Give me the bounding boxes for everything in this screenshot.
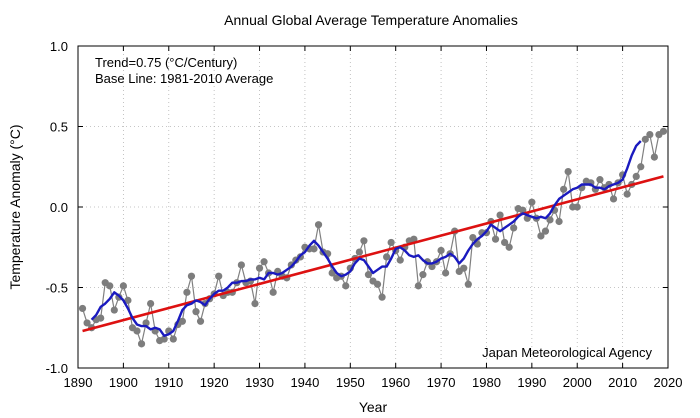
annual-anomaly-point	[505, 243, 513, 251]
annual-anomaly-point	[510, 224, 518, 232]
annual-anomaly-point	[133, 327, 141, 335]
annual-anomaly-point	[169, 335, 177, 343]
annual-anomaly-point	[442, 269, 450, 277]
annual-anomaly-point	[437, 246, 445, 255]
annual-anomaly-point	[124, 296, 132, 304]
annual-anomaly-point	[596, 176, 604, 184]
annual-anomaly-point	[387, 238, 395, 247]
annual-anomaly-point	[187, 272, 196, 280]
annual-anomaly-point	[564, 167, 572, 176]
annual-anomaly-point	[537, 232, 545, 240]
y-axis-label: Temperature Anomaly (°C)	[7, 124, 23, 289]
annual-anomaly-point	[541, 227, 550, 235]
annual-anomaly-point	[251, 300, 259, 308]
annual-anomaly-point	[496, 211, 504, 219]
annual-anomaly-point	[460, 264, 468, 272]
trend-line	[82, 175, 664, 333]
annual-anomaly-point	[160, 335, 168, 343]
annual-anomaly-point	[555, 217, 563, 226]
x-tick-label: 1950	[336, 375, 365, 390]
annual-anomaly-point	[491, 235, 500, 243]
running-mean-series	[90, 140, 642, 337]
annual-anomaly-point	[396, 256, 404, 264]
annual-anomaly-point	[546, 216, 554, 224]
annual-anomaly-point	[378, 293, 386, 301]
chart-title: Annual Global Average Temperature Anomal…	[224, 12, 518, 28]
x-tick-labels: 1890 1900 1910 1920 1930 1940 1950 1960 1970 1980…	[64, 375, 683, 390]
x-tick-label: 1900	[109, 375, 138, 390]
x-tick-label: 1920	[200, 375, 229, 390]
trend-line-series	[82, 175, 664, 333]
annual-anomaly-point	[646, 130, 654, 139]
annual-anomaly-point	[215, 272, 223, 280]
annual-anomaly-point	[623, 190, 631, 198]
annual-anomaly-point	[255, 264, 264, 272]
y-tick-labels: -1.0 -0.5 0.0 0.5 1.0	[46, 39, 68, 376]
annual-anomaly-point	[110, 306, 118, 314]
annual-anomaly-point	[97, 314, 105, 322]
annual-anomaly-point	[269, 288, 277, 296]
x-tick-label: 2020	[654, 375, 683, 390]
x-tick-label: 1970	[427, 375, 456, 390]
annual-anomaly-point	[106, 282, 114, 290]
annual-anomaly-point	[469, 233, 477, 242]
axis-ticks	[77, 45, 669, 369]
annual-anomaly-point	[119, 282, 127, 290]
annual-anomaly-point	[637, 163, 645, 171]
annual-anomaly-point	[364, 271, 373, 279]
x-tick-label: 1890	[64, 375, 93, 390]
annual-anomaly-point	[328, 269, 336, 277]
x-axis-label: Year	[359, 399, 388, 415]
baseline-annotation: Base Line: 1981-2010 Average	[95, 71, 273, 86]
x-tick-label: 1980	[472, 375, 501, 390]
annual-anomaly-point	[373, 280, 382, 288]
annual-anomaly-point	[137, 340, 146, 348]
annual-anomaly-point	[632, 172, 640, 181]
x-tick-label: 2010	[608, 375, 637, 390]
y-tick-label: 1.0	[50, 39, 68, 54]
annual-anomaly-point	[501, 238, 509, 247]
y-tick-label: 0.0	[50, 200, 68, 215]
x-tick-label: 1930	[245, 375, 274, 390]
annual-anomaly-point	[659, 127, 668, 135]
annual-anomaly-point	[78, 304, 87, 313]
running-mean-line	[90, 140, 642, 337]
x-tick-label: 1940	[290, 375, 319, 390]
annual-anomaly-point	[464, 280, 472, 288]
x-tick-label: 1990	[517, 375, 546, 390]
annual-anomaly-point	[183, 288, 191, 296]
annual-anomaly-point	[142, 319, 150, 327]
annual-anomaly-point	[650, 153, 658, 161]
annual-anomaly-point	[360, 237, 368, 245]
annual-anomaly-point	[196, 317, 205, 325]
y-tick-label: -0.5	[46, 281, 68, 296]
annual-anomaly-point	[414, 282, 422, 290]
source-annotation: Japan Meteorological Agency	[482, 345, 652, 360]
annual-anomaly-point	[641, 135, 649, 143]
annual-anomaly-point	[428, 262, 436, 271]
annual-anomaly-point	[560, 185, 568, 193]
annual-anomaly-point	[310, 245, 318, 253]
y-tick-label: -1.0	[46, 361, 68, 376]
annual-anomaly-point	[355, 248, 363, 256]
y-tick-label: 0.5	[50, 120, 68, 135]
annual-anomaly-point	[147, 300, 155, 308]
annual-anomaly-point	[178, 317, 186, 325]
annual-anomaly-point	[528, 198, 536, 206]
x-tick-label: 2000	[563, 375, 592, 390]
x-tick-label: 1960	[381, 375, 410, 390]
annual-anomaly-point	[260, 258, 268, 266]
annual-anomaly-point	[342, 282, 350, 290]
annual-anomaly-point	[192, 308, 200, 316]
annual-anomaly-point	[609, 195, 618, 203]
annual-anomaly-point	[419, 271, 427, 279]
annual-anomaly-point	[383, 253, 391, 261]
annual-anomaly-point	[237, 261, 245, 269]
annual-anomaly-point	[573, 203, 581, 211]
annual-anomaly-point	[83, 319, 91, 327]
trend-annotation: Trend=0.75 (°C/Century)	[95, 55, 237, 70]
x-tick-label: 1910	[154, 375, 183, 390]
annual-anomaly-point	[314, 221, 323, 229]
